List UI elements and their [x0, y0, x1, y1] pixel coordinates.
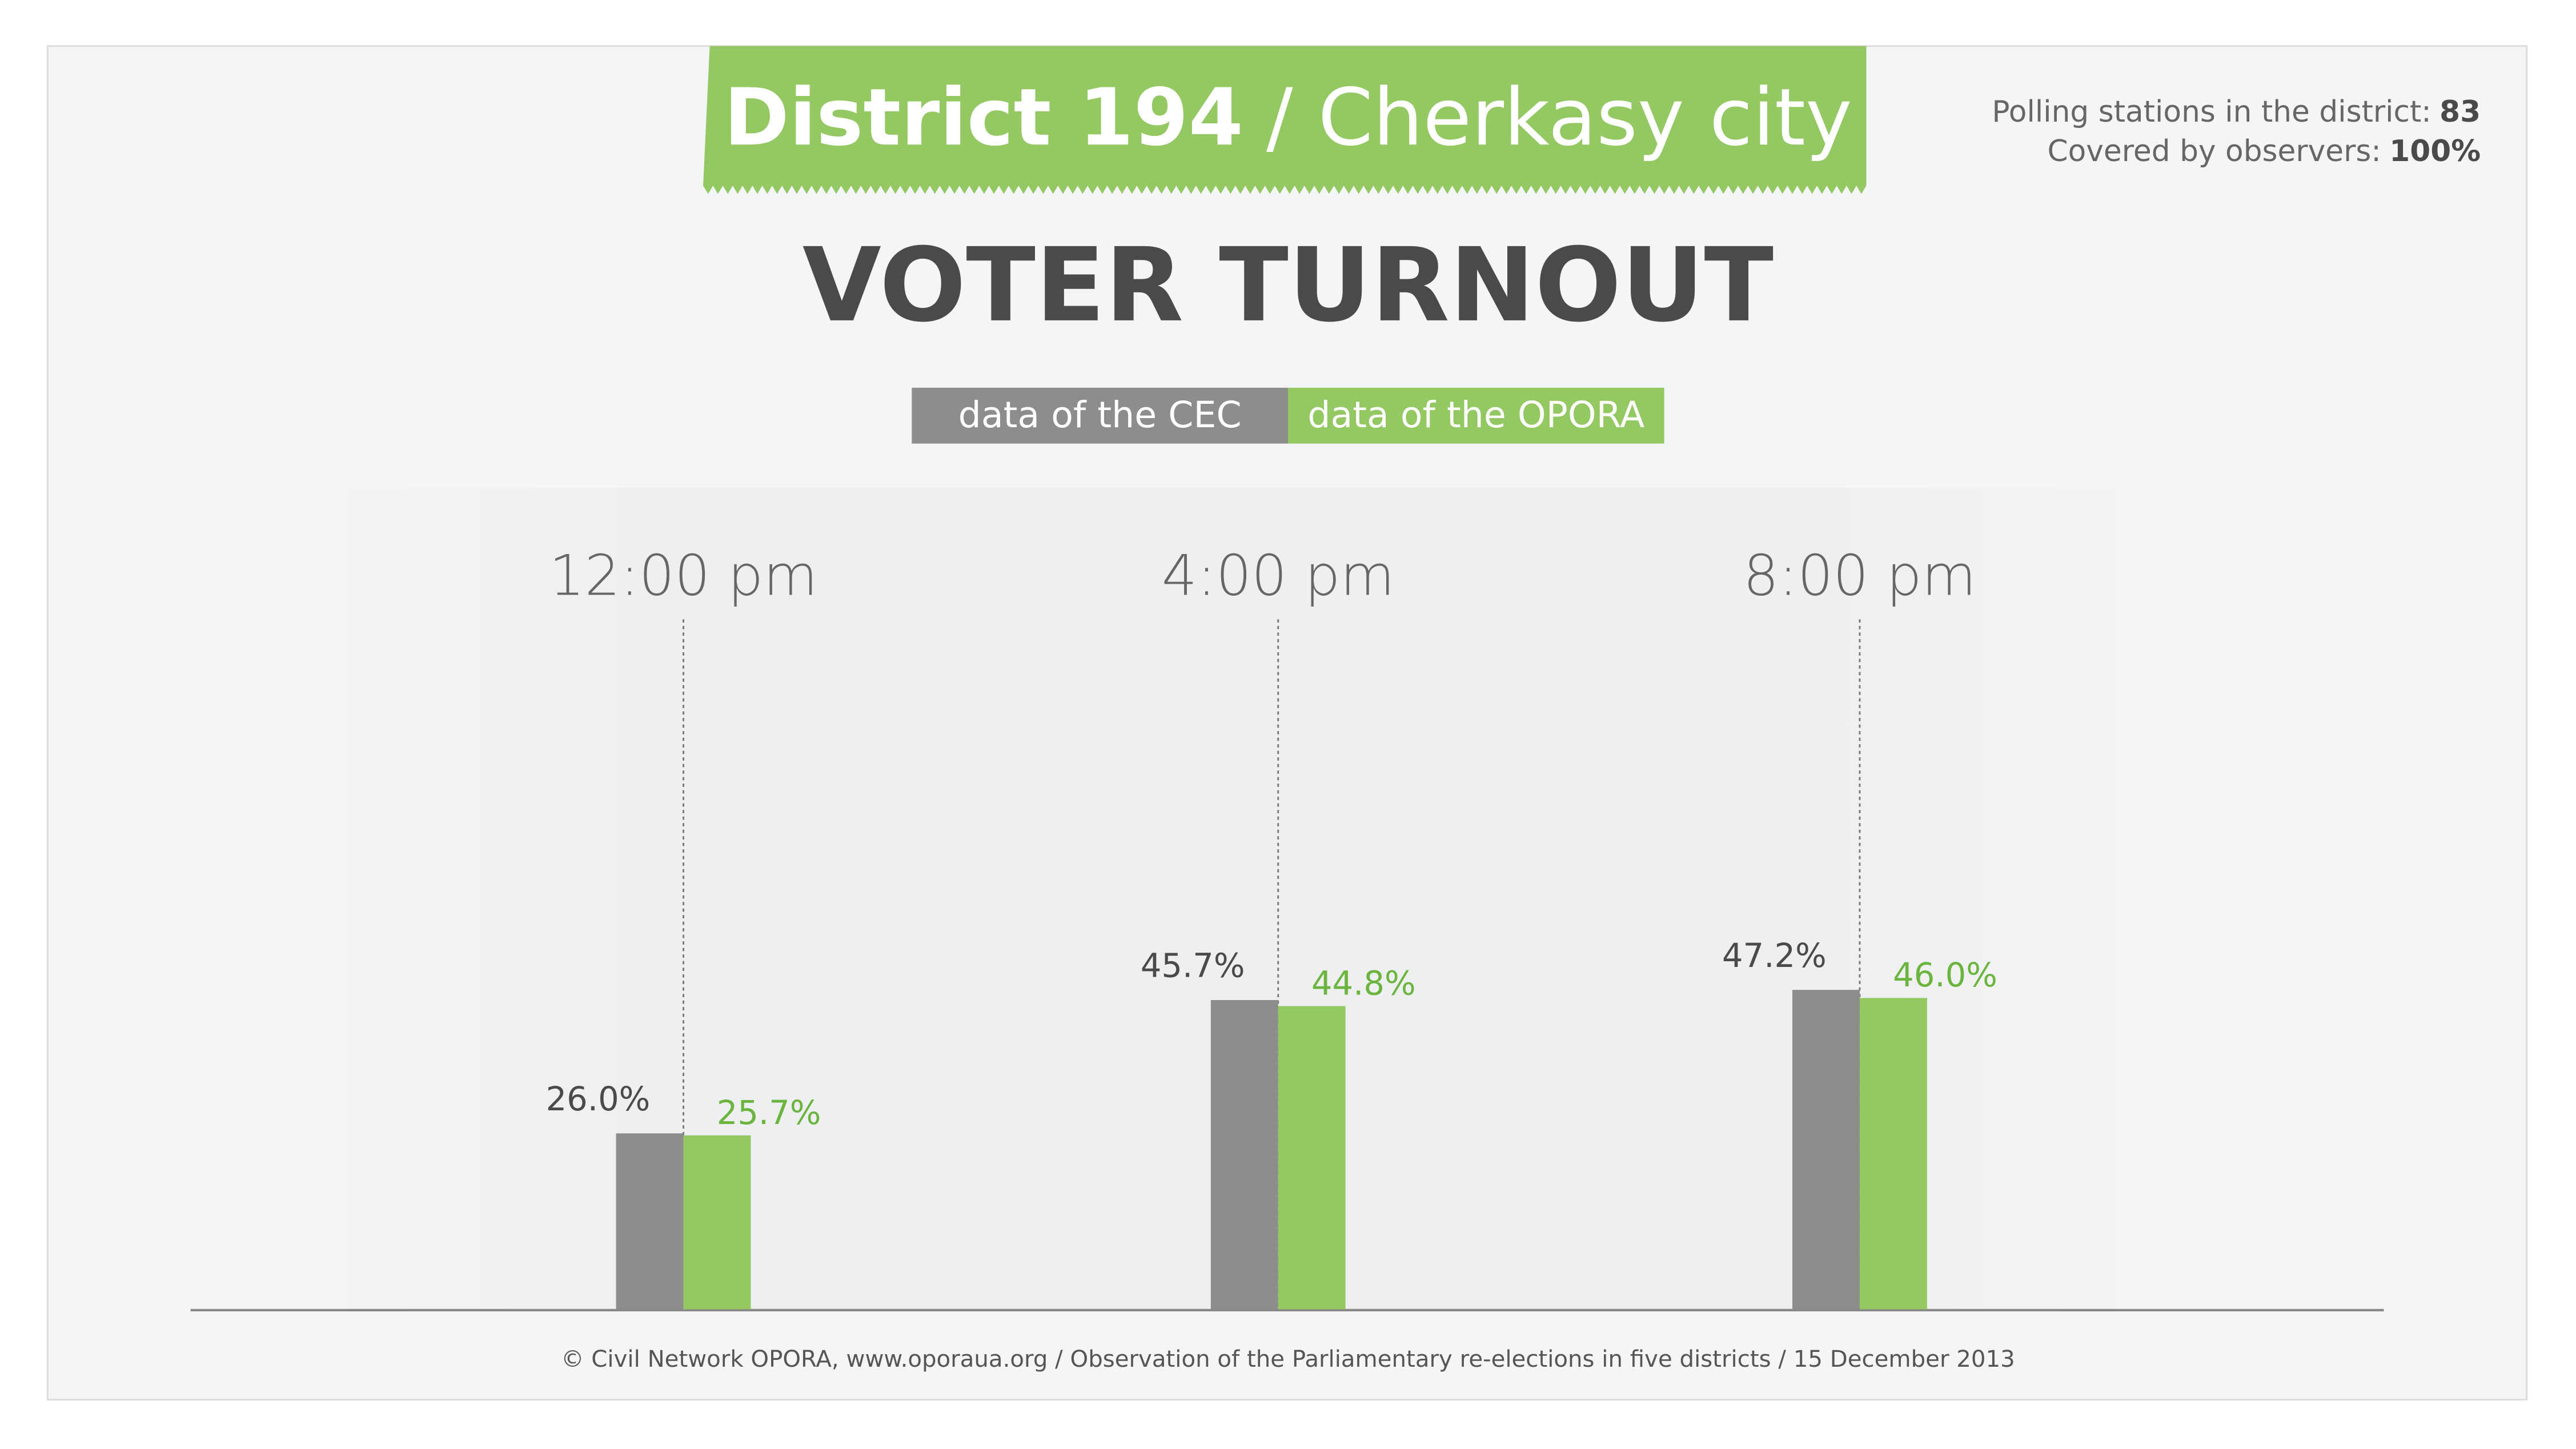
stat: Polling stations in the district: 83	[1992, 95, 2481, 129]
bar	[1792, 990, 1860, 1310]
district: District 194	[724, 71, 1243, 163]
stat-value: 83	[2439, 95, 2481, 129]
legend-label: data of the OPORA	[1307, 394, 1644, 436]
subtitle: VOTER TURNOUT	[803, 226, 1773, 345]
value-label: 47.2%	[1722, 937, 1827, 975]
value-label: 44.8%	[1311, 964, 1416, 1002]
place: / Cherkasy city	[1266, 71, 1852, 163]
stats: Polling stations in the district: 83 Cover…	[1992, 95, 2481, 168]
x-tick-label: 4:00 pm	[1162, 543, 1395, 608]
footer: © Civil Network OPORA, www.oporaua.org /…	[561, 1346, 2015, 1372]
x-tick-label: 12:00 pm	[549, 543, 817, 608]
header-banner	[703, 46, 1867, 194]
bar	[1278, 1006, 1346, 1310]
x-tick-label: 8:00 pm	[1743, 543, 1976, 608]
value-label: 45.7%	[1141, 947, 1245, 985]
legend-label: data of the CEC	[958, 394, 1242, 436]
bar	[683, 1135, 751, 1310]
legend: data of the CEC data of the OPORA	[912, 387, 1664, 444]
header-title: District 194/ Cherkasy city	[724, 71, 1852, 163]
legend-swatch	[912, 387, 1288, 444]
value-label: 46.0%	[1893, 956, 1997, 994]
value-label: 25.7%	[717, 1094, 821, 1132]
stat-label: Polling stations in the district:	[1992, 95, 2431, 129]
stat-label: Covered by observers:	[2047, 134, 2381, 168]
bar	[616, 1133, 684, 1310]
legend-swatch	[1288, 387, 1664, 444]
bar	[1210, 1000, 1278, 1310]
value-label: 26.0%	[546, 1080, 651, 1118]
bar	[1859, 998, 1927, 1310]
stat: Covered by observers: 100%	[2047, 134, 2481, 168]
stat-value: 100%	[2389, 134, 2481, 168]
